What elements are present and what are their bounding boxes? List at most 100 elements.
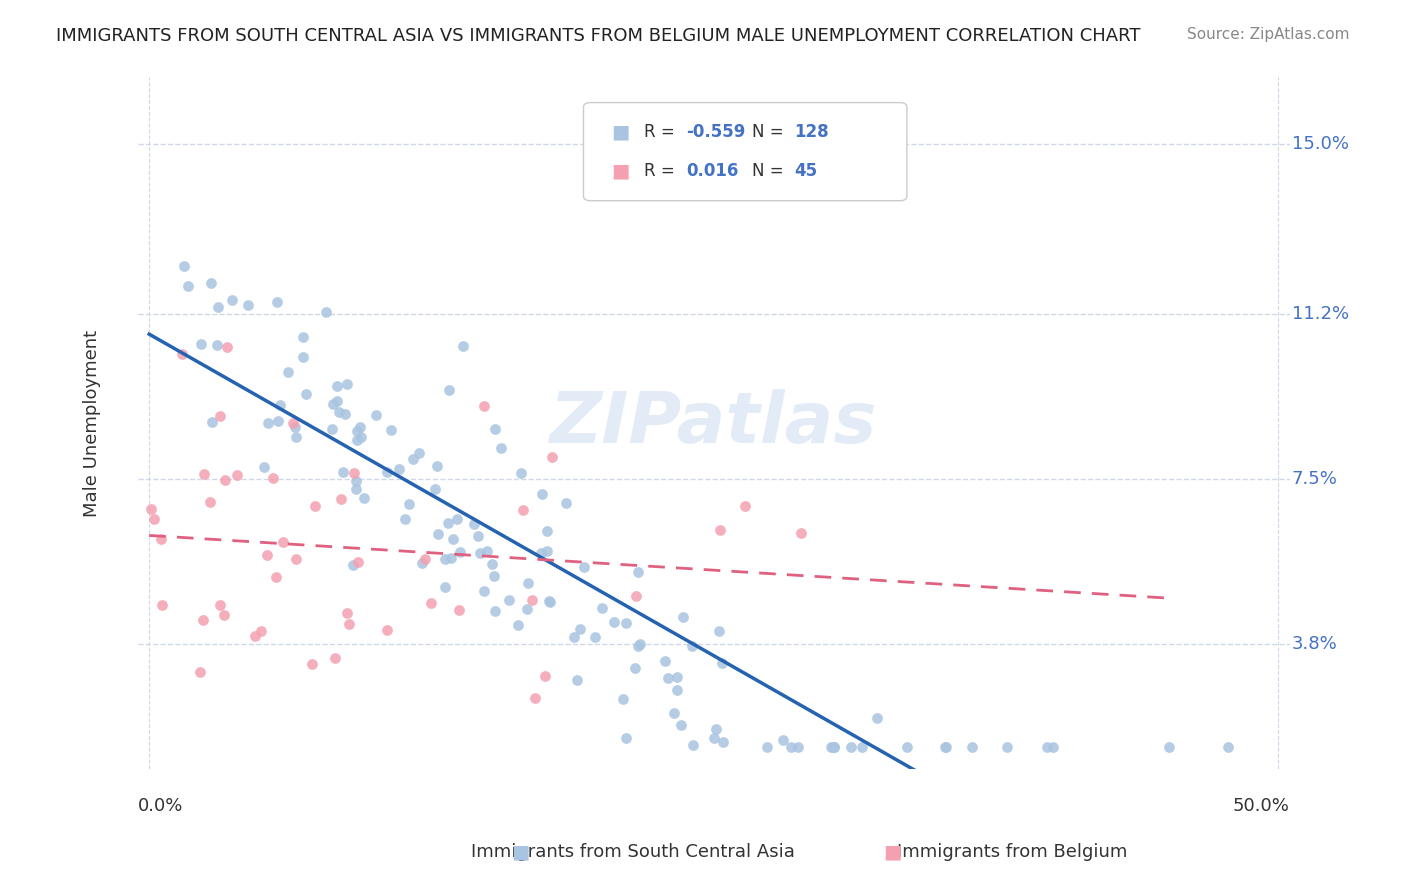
- Point: [201, 415, 224, 429]
- Point: [569, 623, 592, 637]
- Point: [603, 615, 626, 629]
- Point: [344, 482, 367, 496]
- Point: [529, 546, 551, 560]
- Point: [821, 739, 844, 754]
- Point: [536, 544, 558, 558]
- Point: [666, 670, 689, 684]
- Point: [394, 511, 416, 525]
- Point: [413, 551, 436, 566]
- Point: [627, 565, 650, 579]
- Point: [627, 639, 650, 653]
- Point: [207, 338, 229, 352]
- Point: [245, 629, 267, 643]
- Text: ■: ■: [883, 842, 903, 862]
- Point: [734, 499, 756, 513]
- Point: [935, 739, 957, 754]
- Point: [214, 473, 236, 487]
- Point: [353, 491, 375, 505]
- Text: 11.2%: 11.2%: [1292, 305, 1348, 323]
- Point: [472, 584, 495, 599]
- Point: [271, 534, 294, 549]
- Text: ■: ■: [612, 161, 630, 181]
- Point: [326, 393, 349, 408]
- Point: [934, 739, 956, 754]
- Point: [591, 600, 613, 615]
- Point: [524, 690, 547, 705]
- Point: [446, 512, 468, 526]
- Point: [441, 532, 464, 546]
- Point: [536, 524, 558, 538]
- Point: [662, 706, 685, 720]
- Point: [516, 602, 538, 616]
- Point: [342, 558, 364, 573]
- Point: [533, 668, 555, 682]
- Point: [344, 475, 367, 489]
- Point: [682, 738, 704, 752]
- Point: [623, 661, 645, 675]
- Point: [481, 558, 503, 572]
- Point: [349, 419, 371, 434]
- Text: Immigrants from Belgium: Immigrants from Belgium: [897, 843, 1128, 861]
- Point: [350, 430, 373, 444]
- Point: [484, 422, 506, 436]
- Point: [346, 555, 368, 569]
- Point: [388, 462, 411, 476]
- Text: R =: R =: [644, 123, 681, 141]
- Point: [1042, 739, 1064, 754]
- Point: [346, 424, 368, 438]
- Point: [710, 656, 733, 670]
- Point: [995, 739, 1018, 754]
- Point: [221, 293, 243, 307]
- Point: [315, 304, 337, 318]
- Point: [562, 630, 585, 644]
- Point: [283, 416, 305, 430]
- Point: [654, 654, 676, 668]
- Point: [198, 495, 221, 509]
- Text: 0.0%: 0.0%: [138, 797, 183, 814]
- Point: [612, 692, 634, 706]
- Point: [531, 487, 554, 501]
- Point: [200, 276, 222, 290]
- Point: [335, 407, 357, 421]
- Point: [467, 529, 489, 543]
- Point: [839, 739, 862, 754]
- Point: [489, 441, 512, 455]
- Point: [150, 533, 173, 547]
- Point: [291, 330, 314, 344]
- Point: [624, 589, 647, 603]
- Text: N =: N =: [752, 162, 789, 180]
- Point: [538, 595, 561, 609]
- Point: [451, 339, 474, 353]
- Point: [249, 624, 271, 639]
- Point: [266, 294, 288, 309]
- Point: [332, 465, 354, 479]
- Text: 45: 45: [794, 162, 817, 180]
- Point: [266, 570, 288, 584]
- Point: [440, 551, 463, 566]
- Point: [277, 366, 299, 380]
- Point: [447, 603, 470, 617]
- Point: [426, 459, 449, 474]
- Point: [672, 609, 695, 624]
- Point: [267, 414, 290, 428]
- Point: [772, 732, 794, 747]
- Point: [398, 497, 420, 511]
- Text: N =: N =: [752, 123, 789, 141]
- Text: IMMIGRANTS FROM SOUTH CENTRAL ASIA VS IMMIGRANTS FROM BELGIUM MALE UNEMPLOYMENT : IMMIGRANTS FROM SOUTH CENTRAL ASIA VS IM…: [56, 27, 1140, 45]
- Point: [614, 616, 637, 631]
- Point: [866, 711, 889, 725]
- Point: [380, 423, 402, 437]
- Point: [292, 350, 315, 364]
- Point: [343, 467, 366, 481]
- Point: [1216, 739, 1239, 754]
- Point: [143, 511, 166, 525]
- Point: [427, 527, 450, 541]
- Point: [780, 739, 803, 754]
- Point: [375, 623, 398, 637]
- Point: [253, 459, 276, 474]
- Point: [328, 405, 350, 419]
- Point: [541, 450, 564, 464]
- Point: [583, 630, 606, 644]
- Point: [304, 499, 326, 513]
- Point: [468, 546, 491, 560]
